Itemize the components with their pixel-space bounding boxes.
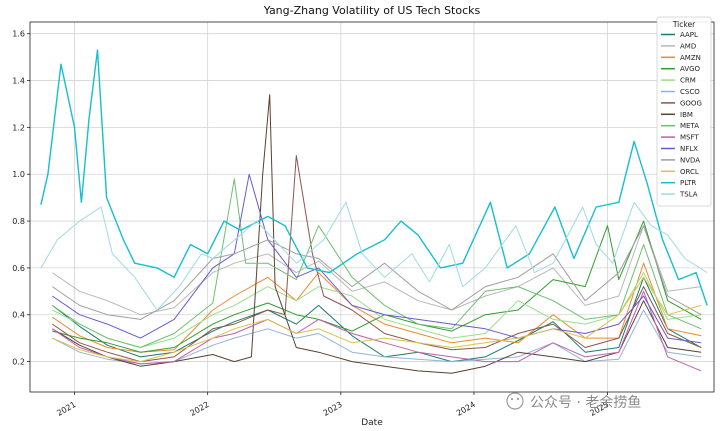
series-line-crm [52, 272, 702, 348]
plot-frame [29, 21, 715, 393]
legend-label: GOOG [680, 99, 702, 107]
legend-label: IBM [680, 111, 693, 119]
series-lines [40, 49, 708, 374]
legend-label: AAPL [680, 31, 698, 39]
legend-label: NFLX [680, 145, 698, 153]
series-line-meta [52, 178, 702, 348]
legend-label: MSFT [680, 134, 699, 142]
legend-label: META [680, 122, 699, 130]
legend-label: AVGO [680, 65, 701, 73]
grid-lines [30, 22, 714, 392]
series-line-tsla [40, 201, 708, 311]
x-tick-label: 2021 [55, 400, 77, 418]
y-tick-label: 0.6 [12, 264, 25, 273]
series-line-nflx [52, 173, 702, 344]
y-tick-label: 1.0 [12, 170, 25, 179]
x-axis-label: Date [361, 418, 383, 428]
legend-label: PLTR [680, 179, 696, 187]
legend-label: CSCO [680, 88, 700, 96]
series-line-nvda [52, 225, 702, 320]
x-tick-label: 2023 [322, 400, 344, 418]
legend-box [656, 16, 712, 207]
series-line-goog [52, 155, 702, 363]
watermark: 公众号 · 老余捞鱼 [506, 392, 641, 411]
x-tick-label: 2024 [455, 400, 477, 418]
series-line-amd [52, 225, 702, 316]
wechat-icon [506, 392, 524, 410]
series-line-ibm [52, 94, 702, 374]
legend: Ticker AAPL AMD AMZN AVGO CRM CSCO GOOG IBM META M… [656, 16, 712, 207]
legend-label: ORCL [680, 168, 699, 176]
y-tick-label: 1.2 [12, 123, 25, 132]
y-tick-label: 1.6 [12, 30, 25, 39]
legend-label: AMD [680, 42, 696, 50]
series-line-orcl [52, 276, 702, 363]
wechat-icon-eye-left [510, 397, 514, 401]
series-line-msft [52, 290, 702, 372]
chart-title: Yang-Zhang Volatility of US Tech Stocks [263, 4, 481, 17]
legend-label: NVDA [680, 156, 700, 164]
watermark-text: 公众号 · 老余捞鱼 [530, 394, 641, 411]
series-line-amzn [52, 262, 702, 353]
legend-label: AMZN [680, 54, 701, 62]
y-tick-label: 0.2 [12, 358, 25, 367]
y-axis-ticks: 0.2 0.4 0.6 0.8 1.0 1.2 1.4 1.6 [12, 30, 30, 367]
legend-label: TSLA [679, 191, 698, 199]
y-tick-label: 1.4 [12, 77, 25, 86]
x-tick-label: 2022 [189, 400, 211, 418]
legend-label: CRM [680, 77, 696, 85]
series-line-pltr [40, 49, 708, 306]
wechat-icon-eye-right [516, 397, 520, 401]
y-tick-label: 0.4 [12, 311, 25, 320]
x-axis-ticks: 2021 2022 2023 2024 2025 [55, 392, 610, 418]
legend-title: Ticker [672, 20, 696, 29]
series-line-aapl [51, 276, 702, 363]
y-tick-label: 0.8 [12, 217, 25, 226]
